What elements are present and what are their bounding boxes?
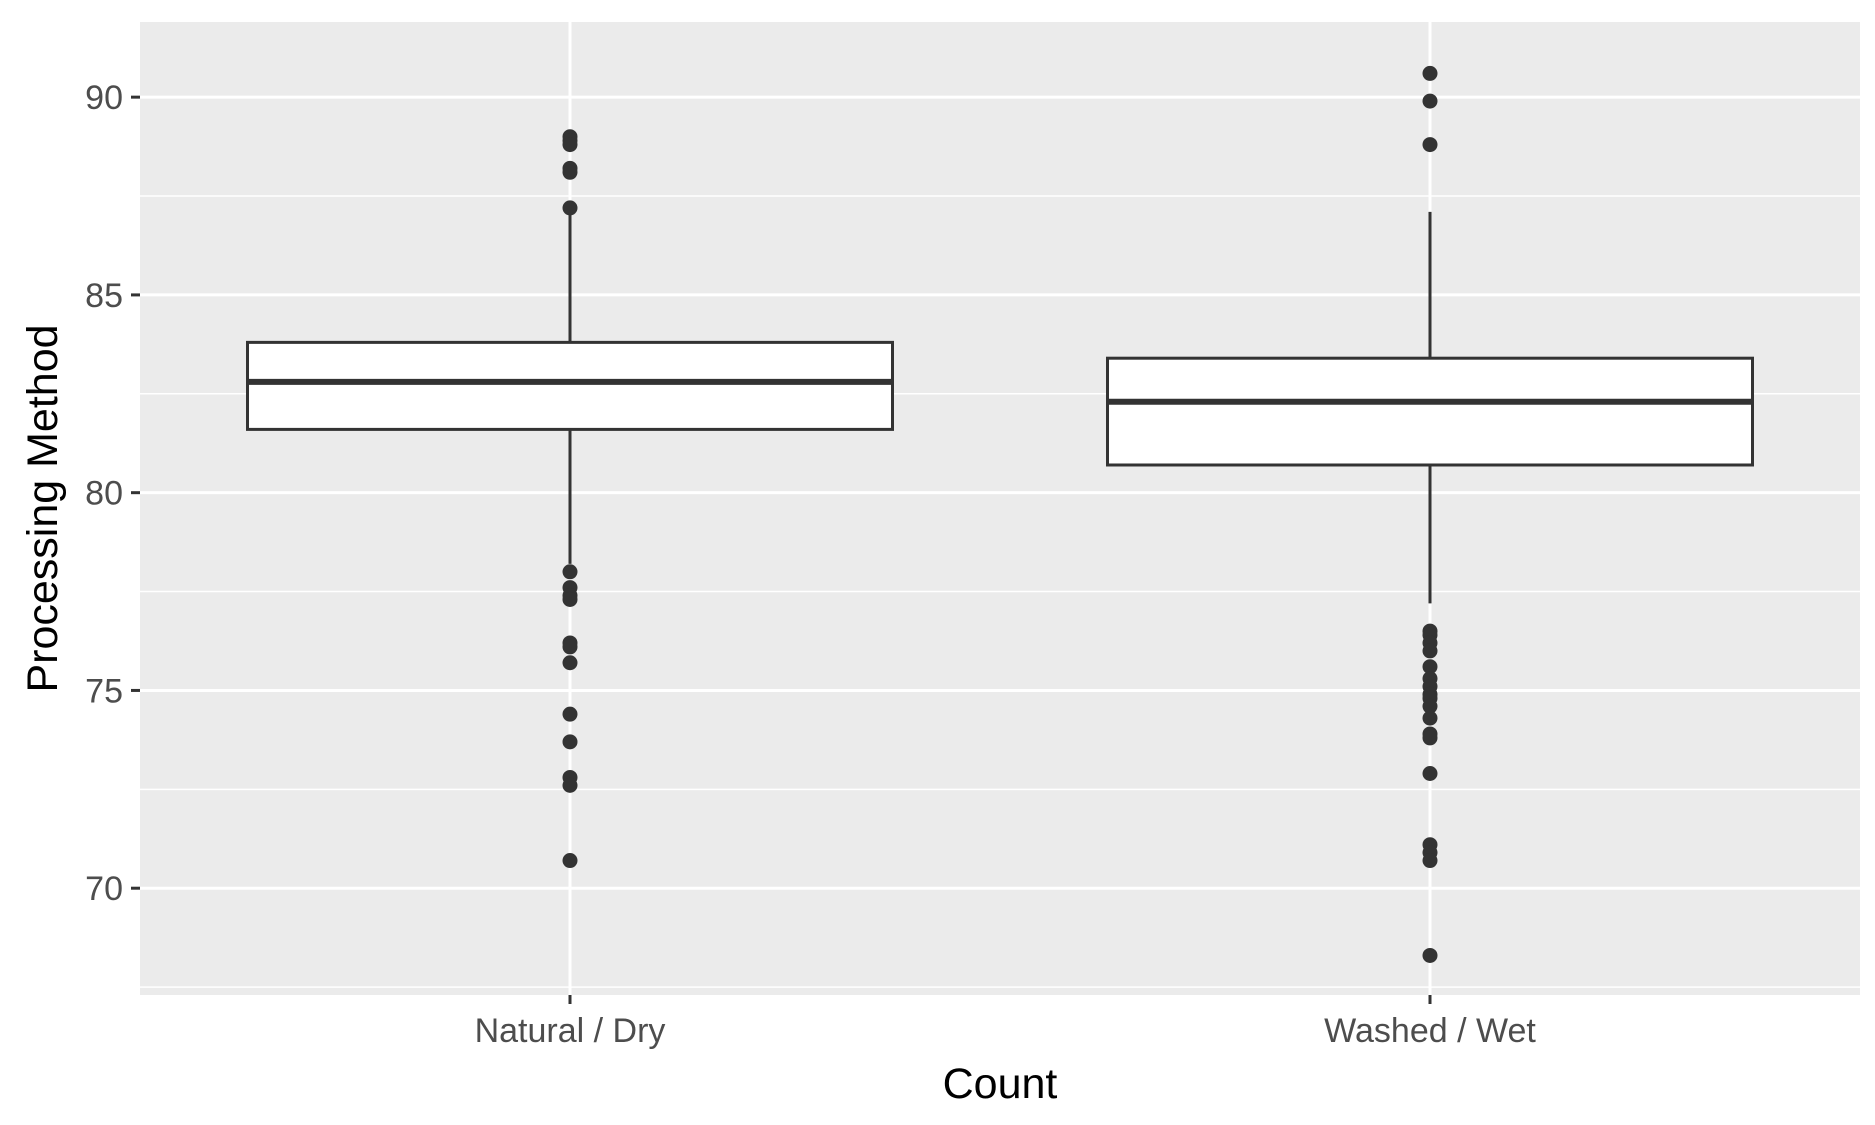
box-2 <box>1106 65 1754 963</box>
outlier-point <box>1422 93 1438 109</box>
outlier-point <box>1422 730 1438 746</box>
y-tick-label: 90 <box>85 79 123 117</box>
x-tick-label: Natural / Dry <box>475 1012 666 1050</box>
x-axis-title: Count <box>943 1060 1058 1108</box>
major-gridlines <box>140 22 1860 995</box>
x-tick-label: Washed / Wet <box>1324 1012 1536 1050</box>
outlier-point <box>1422 853 1438 869</box>
outlier-point <box>562 591 578 607</box>
y-tick-label: 80 <box>85 475 123 513</box>
outlier-point <box>1422 643 1438 659</box>
outlier-point <box>562 564 578 580</box>
outlier-point <box>1422 65 1438 81</box>
boxes <box>246 65 1754 963</box>
y-tick-label: 70 <box>85 870 123 908</box>
y-axis: 70 75 80 85 90 <box>85 79 140 908</box>
x-axis: Natural / Dry Washed / Wet <box>475 995 1536 1050</box>
outlier-point <box>1422 710 1438 726</box>
box-body <box>1106 356 1754 467</box>
outlier-point <box>562 853 578 869</box>
outlier-point <box>562 655 578 671</box>
outlier-point <box>1422 947 1438 963</box>
outlier-point <box>562 734 578 750</box>
outlier-point <box>1422 766 1438 782</box>
outlier-point <box>1422 698 1438 714</box>
plot-panel <box>140 22 1860 995</box>
box-body <box>246 340 894 431</box>
outlier-point <box>562 200 578 216</box>
y-tick-label: 85 <box>85 277 123 315</box>
outlier-point <box>562 706 578 722</box>
outlier-point <box>562 777 578 793</box>
outlier-point <box>1422 659 1438 675</box>
y-tick-label: 75 <box>85 672 123 710</box>
outlier-point <box>562 164 578 180</box>
outlier-point <box>1422 137 1438 153</box>
y-axis-title: Processing Method <box>19 324 67 692</box>
box-1 <box>246 129 894 869</box>
outlier-point <box>562 639 578 655</box>
outlier-point <box>562 137 578 153</box>
